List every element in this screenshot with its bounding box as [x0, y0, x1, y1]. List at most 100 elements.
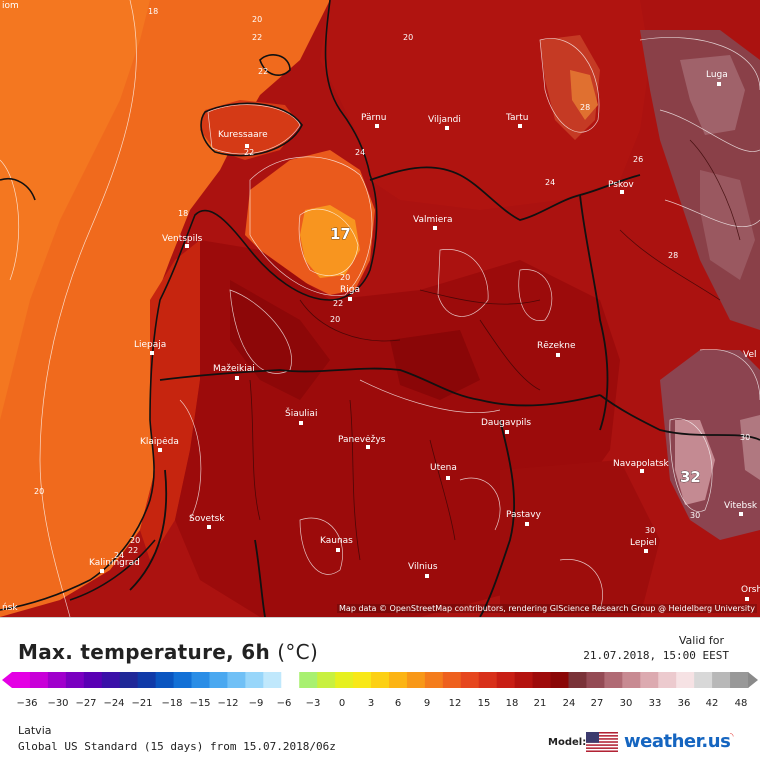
city-utena[interactable]: Utena	[430, 463, 457, 480]
svg-text:Rēzekne: Rēzekne	[537, 341, 576, 351]
belarus-hot-core	[675, 420, 715, 505]
city-pskov[interactable]: Pskov	[608, 180, 634, 194]
scale-band	[550, 672, 569, 688]
city-ventspils[interactable]: Ventspils	[162, 234, 203, 248]
scale-band	[119, 672, 139, 688]
borders	[129, 166, 760, 617]
svg-text:Klaipėda: Klaipėda	[140, 437, 179, 447]
scale-band	[586, 672, 605, 688]
city-panevezys[interactable]: Panevėžys	[338, 435, 386, 449]
scale-tick-label: −30	[47, 698, 68, 709]
city-parnu[interactable]: Pärnu	[361, 113, 387, 128]
city-siauliai[interactable]: Šiauliai	[285, 407, 317, 425]
city-lepiel[interactable]: Lepiel	[630, 538, 657, 553]
svg-text:20: 20	[34, 487, 44, 496]
svg-text:Pärnu: Pärnu	[361, 113, 387, 123]
city-tartu[interactable]: Tartu	[505, 113, 528, 128]
scale-band	[101, 672, 121, 688]
city-orsh[interactable]: Orsh	[741, 585, 760, 601]
city-mazeikiai[interactable]: Mažeikiai	[213, 364, 255, 380]
scale-tick-label: 36	[678, 698, 691, 709]
svg-text:Viljandi: Viljandi	[428, 115, 461, 125]
city-viljandi[interactable]: Viljandi	[428, 115, 461, 130]
signal-icon: ◝	[730, 732, 734, 742]
city-edge-iom[interactable]: iom	[2, 1, 19, 11]
city-vitebsk[interactable]: Vitebsk	[724, 501, 758, 516]
city-daugavpils[interactable]: Daugavpils	[481, 418, 531, 434]
svg-text:Mažeikiai: Mažeikiai	[213, 364, 255, 374]
svg-text:Utena: Utena	[430, 463, 457, 473]
max-value-label: 32	[680, 468, 701, 486]
city-navapolatsk[interactable]: Navapolatsk	[613, 459, 670, 473]
color-scale-bands	[12, 672, 749, 688]
color-scale-ticks: −36 −30 −27 −24 −21 −18 −15 −12 −9 −6 −3 0 3 6 9 12 15 18…	[16, 698, 747, 709]
scale-band	[173, 672, 193, 688]
svg-text:Vilnius: Vilnius	[408, 562, 438, 572]
svg-text:18: 18	[148, 7, 158, 16]
scale-band	[514, 672, 534, 688]
svg-text:Valmiera: Valmiera	[413, 215, 453, 225]
russia-hot-core-2	[700, 170, 755, 280]
scale-band	[568, 672, 587, 688]
russia-hot-core	[680, 55, 745, 135]
scale-band	[478, 672, 498, 688]
svg-text:Sovetsk: Sovetsk	[189, 514, 225, 524]
color-scale: −36 −30 −27 −24 −21 −18 −15 −12 −9 −6 −3 0 3 6 9 12 15 18…	[0, 670, 760, 710]
valid-for-label: Valid for	[678, 634, 724, 647]
scale-tick-label: 3	[368, 698, 374, 709]
city-edge-sk[interactable]: ńsk	[2, 603, 18, 613]
belarus-hot-core-2	[740, 415, 760, 480]
city-liepaja[interactable]: Liepaja	[134, 340, 166, 355]
scale-tick-label: 27	[591, 698, 604, 709]
city-riga[interactable]: Riga	[340, 285, 360, 301]
svg-text:22: 22	[252, 33, 262, 42]
scale-tick-label: −24	[103, 698, 124, 709]
map-title-text: Max. temperature, 6h	[18, 640, 271, 664]
svg-text:30: 30	[690, 511, 700, 520]
city-sovetsk[interactable]: Sovetsk	[189, 514, 225, 529]
model-label: Model:	[548, 737, 587, 748]
scale-tick-label: −6	[277, 698, 292, 709]
city-valmiera[interactable]: Valmiera	[413, 215, 453, 230]
scale-band	[712, 672, 731, 688]
scale-band	[676, 672, 695, 688]
scale-band	[371, 672, 390, 688]
scale-band	[388, 672, 408, 688]
city-luga[interactable]: Luga	[706, 70, 728, 86]
svg-text:28: 28	[580, 103, 590, 112]
model-run: Global US Standard (15 days) from 15.07.…	[18, 740, 336, 753]
scale-band	[424, 672, 444, 688]
map-attribution[interactable]: Map data © OpenStreetMap contributors, r…	[337, 604, 757, 613]
scale-tick-label: 48	[735, 698, 748, 709]
scale-band	[263, 672, 282, 688]
scale-tick-label: −18	[161, 698, 182, 709]
brand-logo[interactable]: weather.us	[624, 731, 731, 752]
city-kuressaare[interactable]: Kuressaare	[218, 130, 268, 148]
svg-text:24: 24	[355, 148, 365, 157]
city-pastavy[interactable]: Pastavy	[506, 510, 542, 526]
scale-tick-label: −21	[131, 698, 152, 709]
scale-band	[245, 672, 264, 688]
city-rezekne[interactable]: Rēzekne	[537, 341, 576, 357]
city-vel[interactable]: Vel	[743, 350, 757, 360]
us-flag-icon	[586, 732, 618, 752]
scale-tick-label: 0	[339, 698, 345, 709]
svg-text:Orsh: Orsh	[741, 585, 760, 595]
city-kaunas[interactable]: Kaunas	[320, 536, 353, 552]
scale-band	[658, 672, 677, 688]
scale-band	[496, 672, 516, 688]
scale-left-arrow	[2, 672, 12, 688]
valid-time: 21.07.2018, 15:00 EEST	[583, 649, 729, 662]
city-kaliningrad[interactable]: Kaliningrad	[89, 558, 140, 573]
temperature-map[interactable]: Luga Pärnu Viljandi Tartu Kuressaare Psk…	[0, 0, 760, 617]
svg-text:28: 28	[668, 251, 678, 260]
scale-band	[299, 672, 318, 688]
scale-tick-label: −12	[217, 698, 238, 709]
scale-band	[640, 672, 659, 688]
city-vilnius[interactable]: Vilnius	[408, 562, 438, 578]
svg-text:Pskov: Pskov	[608, 180, 634, 190]
interior-darker-2	[390, 330, 480, 400]
scale-tick-label: 9	[424, 698, 430, 709]
svg-text:Vitebsk: Vitebsk	[724, 501, 758, 511]
city-klaipeda[interactable]: Klaipėda	[140, 437, 179, 452]
